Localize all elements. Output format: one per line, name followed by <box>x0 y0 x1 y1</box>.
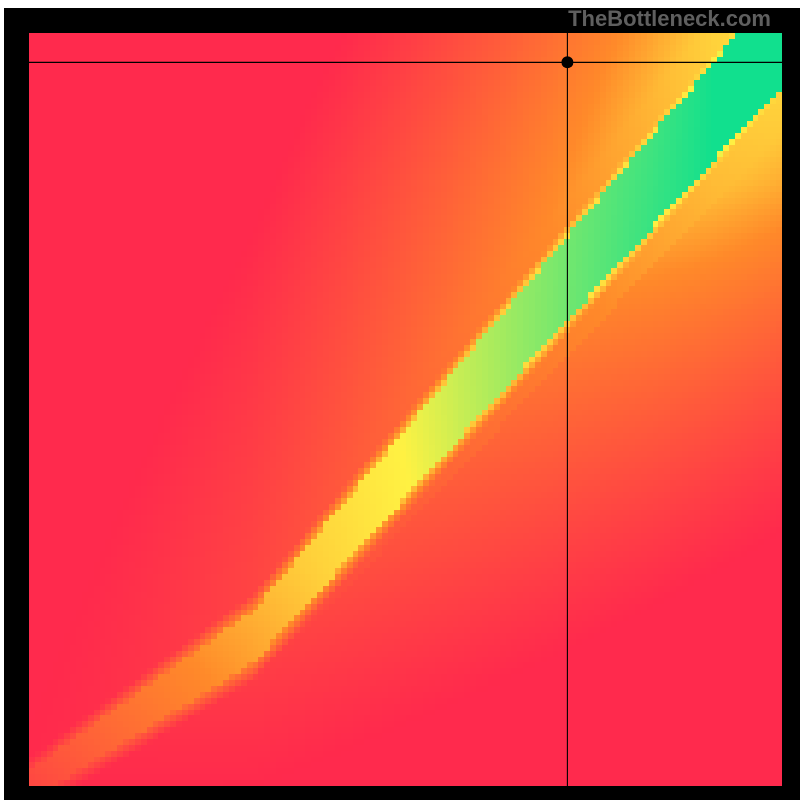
crosshair-overlay <box>0 0 800 800</box>
watermark-label: TheBottleneck.com <box>568 6 771 32</box>
